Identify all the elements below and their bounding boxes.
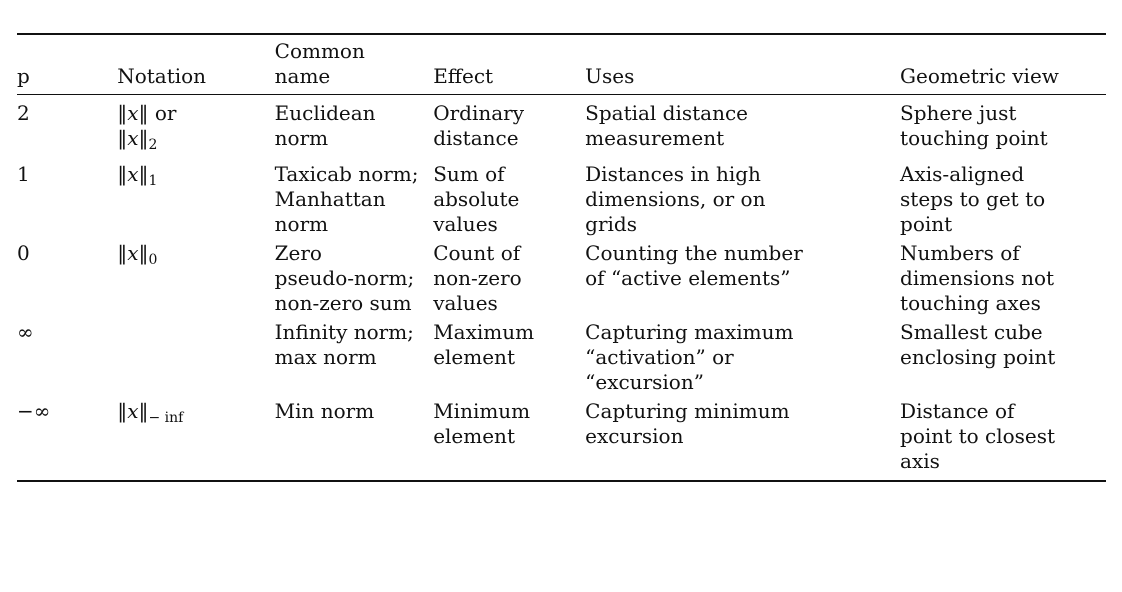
cell-common-name: Euclidean norm bbox=[274, 101, 376, 150]
cell-p: ∞ bbox=[17, 320, 34, 344]
cell-p: 0 bbox=[17, 241, 30, 265]
norm-subscript: 1 bbox=[148, 173, 158, 189]
cell-uses: Spatial distance measurement bbox=[585, 101, 749, 150]
norm-bar-right: ‖ bbox=[138, 162, 149, 186]
table-row: 1 ‖x‖1 Taxicab norm; Manhattan norm Sum … bbox=[17, 160, 1106, 239]
norm-bar-right-or: ‖ or bbox=[138, 101, 177, 125]
cell-uses: Counting the number of “active elements” bbox=[585, 241, 803, 290]
norm-subscript: 0 bbox=[148, 252, 158, 268]
cell-notation bbox=[117, 318, 274, 397]
cell-p: −∞ bbox=[17, 399, 51, 423]
norm-bar-left: ‖ bbox=[117, 126, 128, 150]
cell-geometric-view: Numbers of dimensions not touching axes bbox=[900, 241, 1055, 315]
norm-bar-left: ‖ bbox=[117, 241, 128, 265]
header-geometric-view: Geometric view bbox=[900, 64, 1059, 88]
norm-bar-left: ‖ bbox=[117, 101, 128, 125]
cell-notation: ‖x‖− inf bbox=[117, 397, 274, 481]
cell-common-name: Zero pseudo-norm; non-zero sum bbox=[274, 241, 415, 315]
cell-effect: Maximum element bbox=[433, 320, 535, 369]
cell-notation: ‖x‖0 bbox=[117, 239, 274, 318]
cell-effect: Minimum element bbox=[433, 399, 531, 448]
norms-table-container: p Notation Common name Effect Uses Geome… bbox=[17, 33, 1106, 482]
cell-geometric-view: Smallest cube enclosing point bbox=[900, 320, 1056, 369]
table-body: 2 ‖x‖ or ‖x‖2 Euclidean norm Ordinary dis… bbox=[17, 95, 1106, 481]
cell-notation: ‖x‖1 bbox=[117, 160, 274, 239]
cell-effect: Sum of absolute values bbox=[433, 162, 520, 236]
cell-geometric-view: Distance of point to closest axis bbox=[900, 399, 1056, 473]
norm-bar-right: ‖ bbox=[138, 399, 149, 423]
cell-geometric-view: Sphere just touching point bbox=[900, 101, 1048, 150]
cell-uses: Capturing minimum excursion bbox=[585, 399, 790, 448]
header-row: p Notation Common name Effect Uses Geome… bbox=[17, 34, 1106, 95]
cell-effect: Count of non-zero values bbox=[433, 241, 522, 315]
cell-uses: Distances in high dimensions, or on grid… bbox=[585, 162, 766, 236]
norm-bar-right: ‖ bbox=[138, 241, 149, 265]
header-effect: Effect bbox=[433, 64, 494, 88]
cell-geometric-view: Axis-aligned steps to get to point bbox=[900, 162, 1046, 236]
cell-common-name: Taxicab norm; Manhattan norm bbox=[274, 162, 419, 236]
header-uses: Uses bbox=[585, 64, 635, 88]
norm-bar-left: ‖ bbox=[117, 162, 128, 186]
norm-subscript: − inf bbox=[148, 410, 184, 426]
cell-notation: ‖x‖ or ‖x‖2 bbox=[117, 95, 274, 161]
cell-uses: Capturing maximum “activation” or “excur… bbox=[585, 320, 794, 394]
header-notation: Notation bbox=[117, 64, 207, 88]
norm-bar-left: ‖ bbox=[117, 399, 128, 423]
table-row: 2 ‖x‖ or ‖x‖2 Euclidean norm Ordinary dis… bbox=[17, 95, 1106, 161]
table-row: −∞ ‖x‖− inf Min norm Minimum element Cap… bbox=[17, 397, 1106, 481]
table-row: 0 ‖x‖0 Zero pseudo-norm; non-zero sum Co… bbox=[17, 239, 1106, 318]
norm-variable: x bbox=[127, 241, 139, 265]
norm-variable: x bbox=[127, 399, 139, 423]
cell-effect: Ordinary distance bbox=[433, 101, 525, 150]
norm-subscript: 2 bbox=[148, 137, 158, 153]
norm-variable: x bbox=[127, 101, 139, 125]
header-common-name: Common name bbox=[274, 39, 365, 88]
norms-table: p Notation Common name Effect Uses Geome… bbox=[17, 33, 1106, 482]
norm-variable: x bbox=[127, 126, 139, 150]
norm-bar-right: ‖ bbox=[138, 126, 149, 150]
cell-p: 1 bbox=[17, 162, 30, 186]
header-p: p bbox=[17, 64, 30, 88]
norm-variable: x bbox=[127, 162, 139, 186]
cell-common-name: Infinity norm; max norm bbox=[274, 320, 414, 369]
cell-p: 2 bbox=[17, 101, 30, 125]
cell-common-name: Min norm bbox=[274, 399, 375, 423]
table-header: p Notation Common name Effect Uses Geome… bbox=[17, 34, 1106, 95]
table-row: ∞ Infinity norm; max norm Maximum elemen… bbox=[17, 318, 1106, 397]
